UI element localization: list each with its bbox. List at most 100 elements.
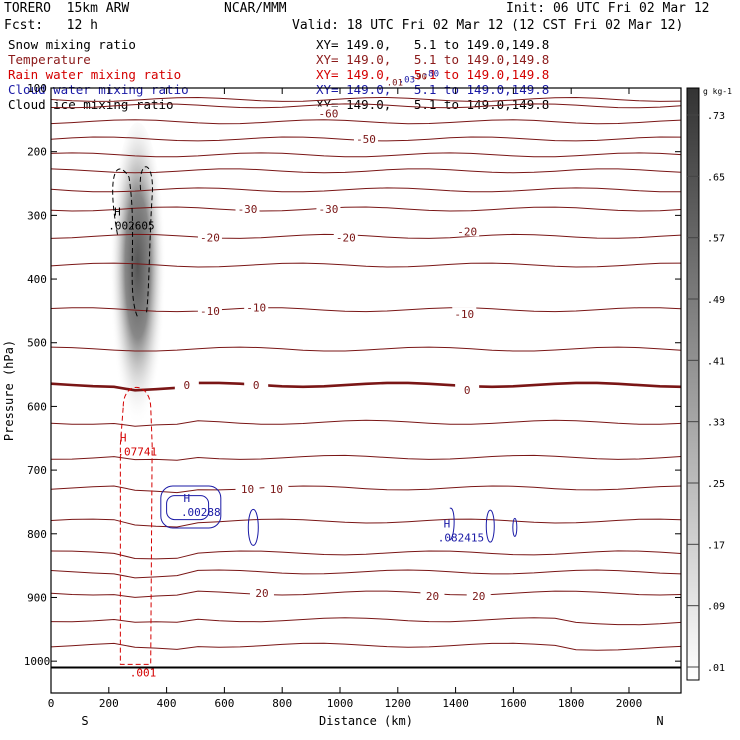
colorbar-label: .73 <box>707 111 725 122</box>
y-tick-label: 1000 <box>24 655 51 668</box>
forecast-hour: Fcst: 12 h <box>4 18 98 33</box>
x-tick-label: 600 <box>214 697 234 710</box>
x-axis-title: Distance (km) <box>319 714 413 728</box>
overlap-label: .03 <box>399 75 415 85</box>
maximum-value: .001 <box>130 666 157 679</box>
temperature-isoline <box>50 119 682 125</box>
y-tick-label: 300 <box>27 209 47 222</box>
temperature-label: 0 <box>184 379 191 392</box>
overlap-label: -80 <box>423 69 439 79</box>
y-tick-label: 400 <box>27 273 47 286</box>
temperature-label-bg <box>316 106 341 119</box>
cloud-water-contour <box>160 485 222 529</box>
temperature-label-bg <box>354 131 378 144</box>
temperature-label: 0 <box>253 379 260 392</box>
legend-label: Temperature <box>8 52 91 67</box>
org-title: NCAR/MMM <box>224 1 287 16</box>
x-tick-label: 1000 <box>327 697 354 710</box>
legend-range: XY= 149.0, 5.1 to 149.0,149.8 <box>316 67 550 82</box>
temperature-isoline <box>50 590 682 598</box>
temperature-isoline <box>50 346 682 352</box>
temperature-label: 10 <box>241 483 254 496</box>
maximum-marker: H <box>184 492 191 505</box>
legend-label: Snow mixing ratio <box>8 37 136 52</box>
y-tick-label: 100 <box>27 82 47 95</box>
colorbar-unit: g kg-1 <box>703 87 732 96</box>
colorbar-label: .01 <box>707 663 725 674</box>
temperature-isoline <box>50 419 682 427</box>
temperature-label-bg <box>455 382 480 395</box>
temperature-label-bg <box>455 224 480 237</box>
y-tick-label: 500 <box>27 337 47 350</box>
temperature-isoline <box>50 617 682 626</box>
temperature-isoline <box>50 381 682 392</box>
temperature-isoline <box>50 518 682 528</box>
colorbar-label: .17 <box>707 540 725 551</box>
temperature-label-bg <box>452 307 477 320</box>
plot-frame <box>50 87 682 694</box>
x-tick-label: 400 <box>157 697 177 710</box>
maximum-value: .082415 <box>438 531 484 544</box>
maximum-marker: H <box>114 205 121 218</box>
init-time: Init: 06 UTC Fri 02 Mar 12 <box>506 1 710 16</box>
legend-label: Cloud water mixing ratio <box>8 82 189 97</box>
temperature-isoline <box>50 642 682 651</box>
temperature-isoline <box>50 168 682 174</box>
maximum-value: .002605 <box>108 219 154 232</box>
temperature-label: 20 <box>472 590 485 603</box>
temperature-isoline <box>50 550 682 560</box>
temperature-isoline <box>50 152 682 158</box>
temperature-label-bg <box>249 586 274 599</box>
x-tick-label: 0 <box>48 697 55 710</box>
colorbar-label: .49 <box>707 295 725 306</box>
overlap-label: -90 <box>411 72 427 82</box>
legend-label: Cloud ice mixing ratio <box>8 97 174 112</box>
cloud-water-contour <box>166 495 210 521</box>
temperature-isoline <box>50 307 682 313</box>
legend-range: XY= 149.0, 5.1 to 149.0,149.8 <box>316 37 550 52</box>
x-tick-label: 1400 <box>442 697 469 710</box>
x-tick-label: 2000 <box>616 697 643 710</box>
temperature-label: -10 <box>246 302 266 315</box>
cloud-ice-contour <box>112 168 139 318</box>
temperature-label: -30 <box>318 203 338 216</box>
y-tick-label: 200 <box>27 146 47 159</box>
temperature-label-bg <box>197 230 222 243</box>
overlap-label: .01 <box>387 78 403 88</box>
temperature-label-bg <box>174 377 199 390</box>
temperature-label: 0 <box>464 384 471 397</box>
colorbar-label: .33 <box>707 418 725 429</box>
temperature-label-bg <box>197 303 222 316</box>
temperature-label-bg <box>235 202 260 214</box>
temperature-label-bg <box>466 589 491 602</box>
y-tick-label: 800 <box>27 528 47 541</box>
maximum-marker: H <box>444 517 451 530</box>
y-tick-label: 700 <box>27 464 47 477</box>
temperature-label: -60 <box>318 107 338 120</box>
temperature-label: 20 <box>426 590 439 603</box>
maximum-marker: H <box>120 431 127 444</box>
x-tick-label: 1800 <box>558 697 585 710</box>
temperature-label-bg <box>316 202 341 214</box>
temperature-label-bg <box>244 300 269 313</box>
cloud-water-contour <box>512 517 518 537</box>
snow-shading <box>109 122 166 443</box>
model-title: TORERO 15km ARW <box>4 1 130 16</box>
temperature-isoline <box>50 485 682 494</box>
legend-range: XY= 149.0, 5.1 to 149.0,149.8 <box>316 82 550 97</box>
temperature-label-bg <box>244 377 269 390</box>
cloud-ice-contour <box>139 166 153 315</box>
colorbar-label: .57 <box>707 234 725 245</box>
colorbar-label: .09 <box>707 602 725 613</box>
y-tick-label: 900 <box>27 591 47 604</box>
temperature-isoline <box>50 569 682 579</box>
temperature-isoline <box>50 454 682 461</box>
rain-water-contour <box>119 387 153 665</box>
temperature-label-bg <box>333 230 358 243</box>
temperature-label-bg <box>235 482 260 495</box>
valid-time: Valid: 18 UTC Fri 02 Mar 12 (12 CST Fri … <box>292 18 684 33</box>
y-axis-title: Pressure (hPa) <box>2 340 16 441</box>
temperature-label: -10 <box>454 308 474 321</box>
endpoint-south: S <box>81 714 88 728</box>
